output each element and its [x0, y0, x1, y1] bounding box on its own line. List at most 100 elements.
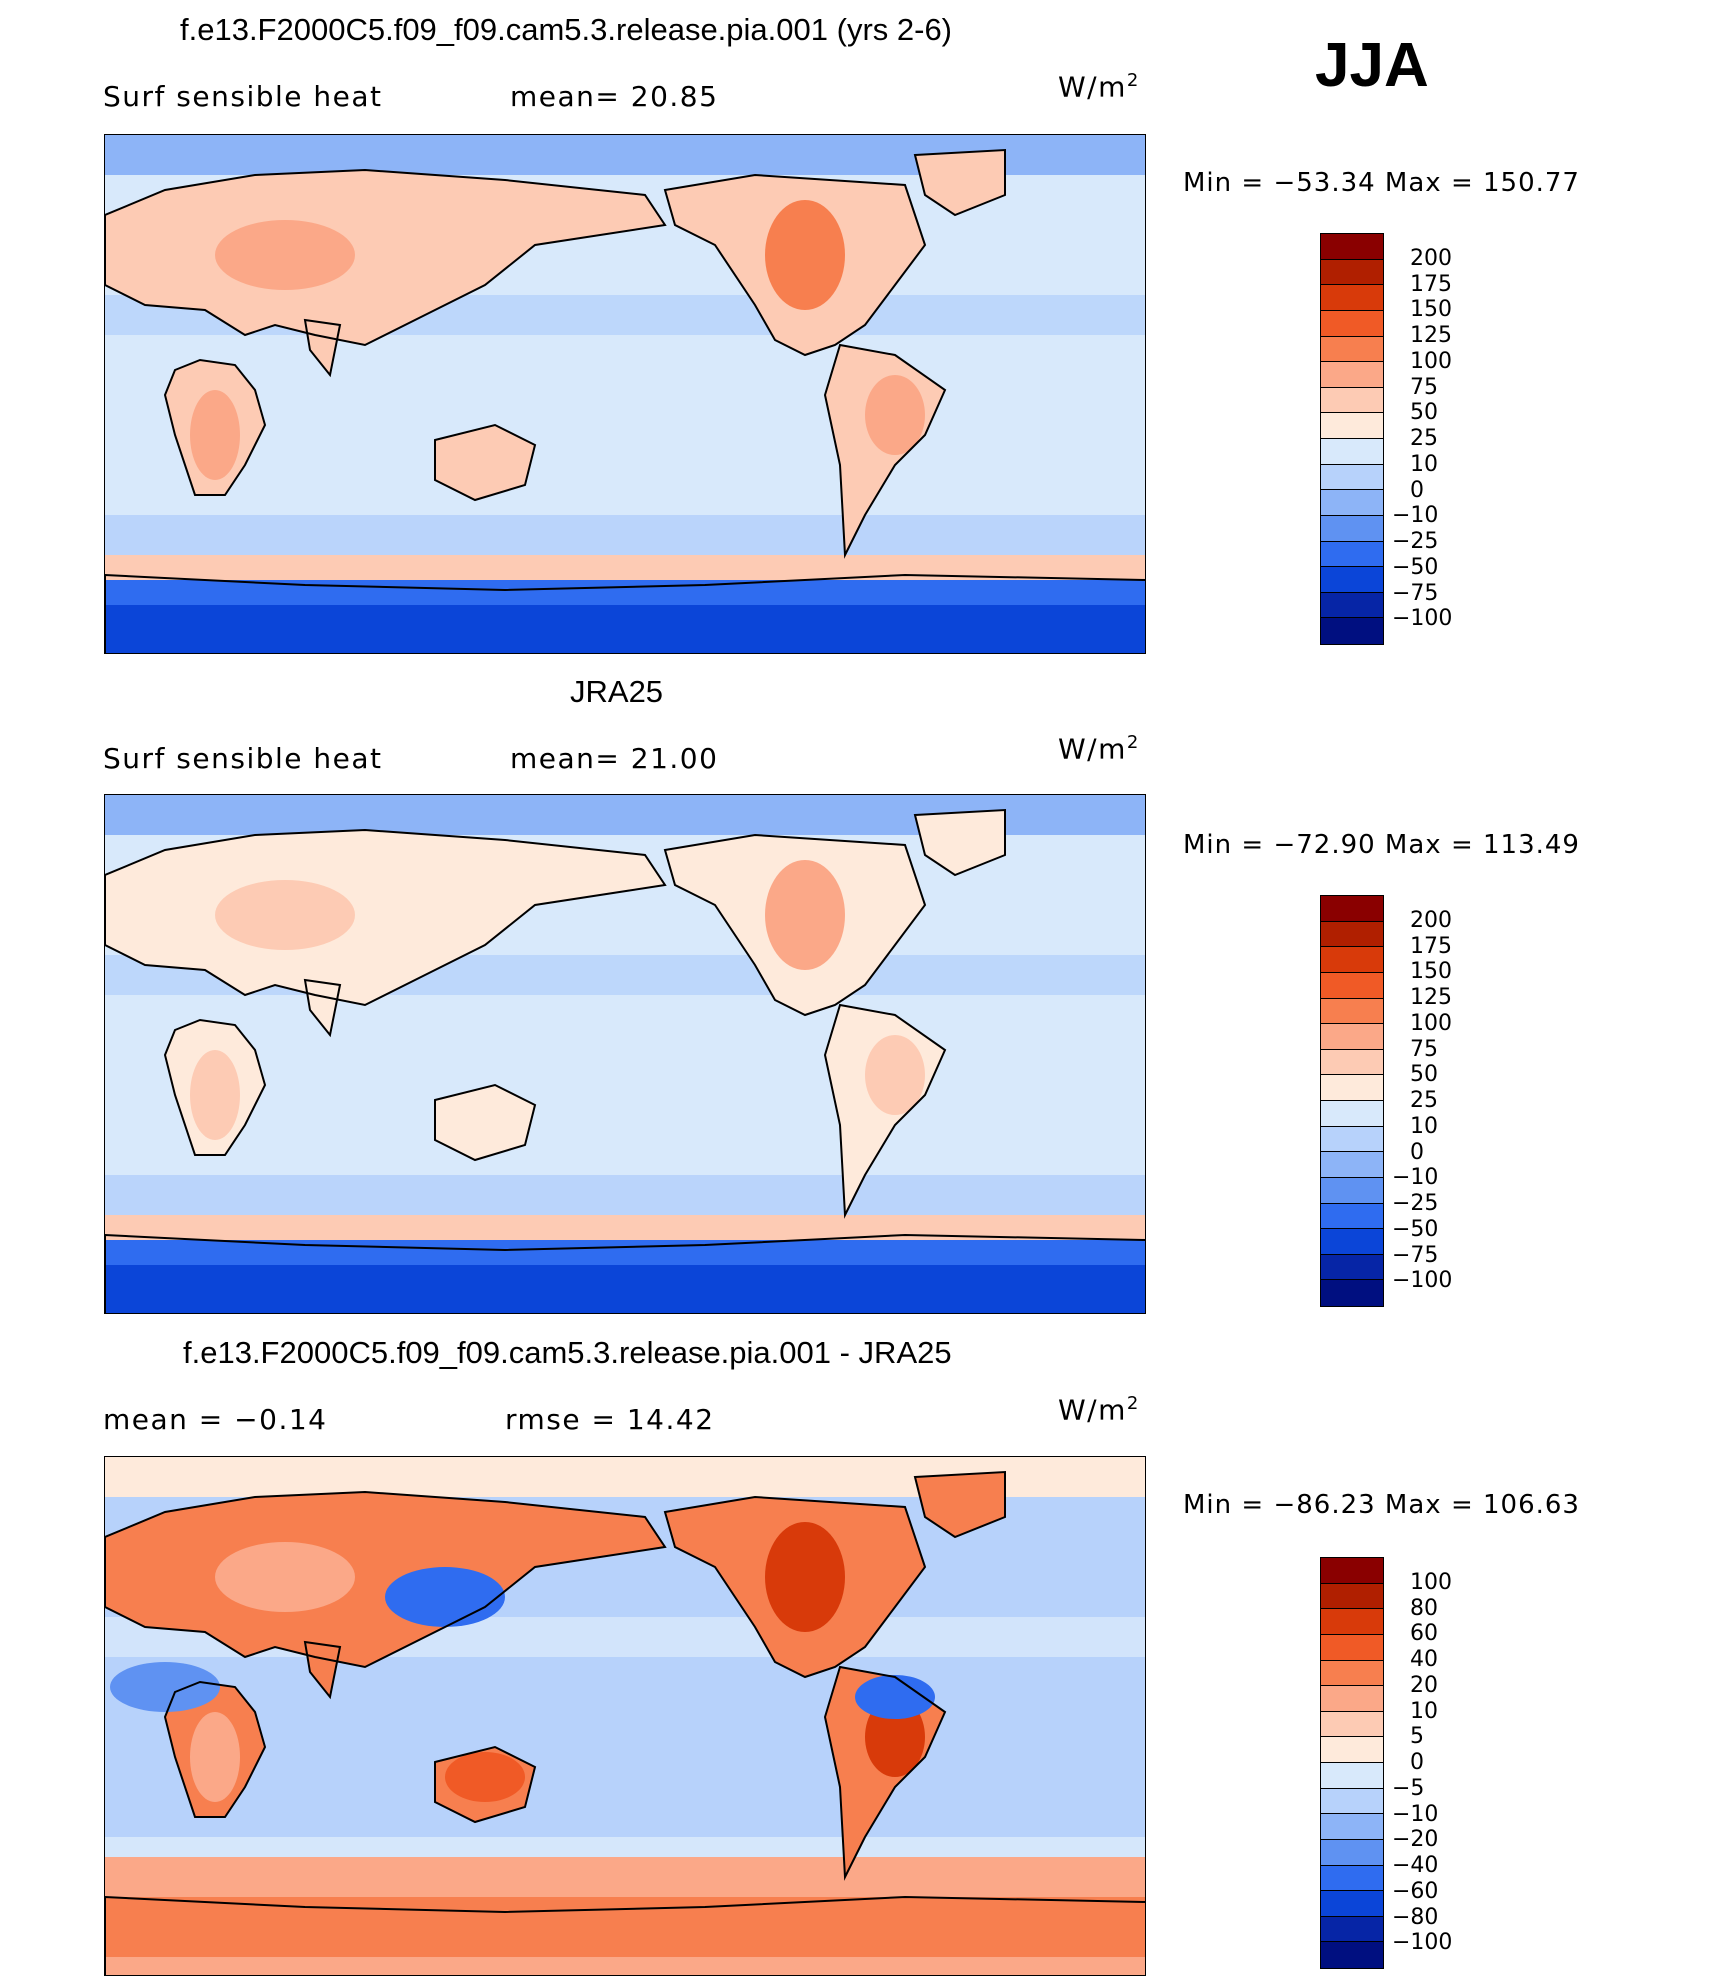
season-label: JJA [1315, 31, 1429, 100]
land-anomaly [865, 1035, 925, 1115]
antarctic-field [105, 605, 1145, 653]
colorbar-tick-label: 10 [1410, 1113, 1438, 1139]
mean-value: mean = −0.14 [103, 1403, 328, 1436]
land-anomaly [865, 375, 925, 455]
land-anomaly [855, 1675, 935, 1719]
colorbar-tick-label: 10 [1410, 1698, 1438, 1724]
coastline-africa [163, 358, 267, 496]
colorbar-tick-label: 80 [1410, 1595, 1438, 1621]
coastline-australia [434, 1083, 537, 1162]
colorbar-swatch [1321, 234, 1383, 260]
colorbar-swatch [1321, 1916, 1383, 1943]
colorbar-swatch [1321, 1660, 1383, 1687]
coastline-eurasia [105, 1490, 667, 1669]
colorbar-tick-label: −50 [1392, 554, 1439, 580]
min-max-label: Min = −53.34 Max = 150.77 [1183, 168, 1580, 198]
coastline-samerica [823, 343, 947, 559]
land-anomaly [190, 1050, 240, 1140]
ocean-anomaly [110, 1662, 220, 1712]
coastline-africa [163, 1680, 267, 1818]
map-field [105, 795, 1145, 1313]
colorbar-swatch [1321, 1177, 1383, 1204]
colorbar-swatch [1321, 921, 1383, 948]
colorbar-swatch [1321, 1763, 1383, 1789]
colorbar-tick-label: 175 [1410, 933, 1452, 959]
coastline-namerica [663, 173, 927, 357]
colorbar-tick-label: 10 [1410, 451, 1438, 477]
colorbar-tick-label: −100 [1392, 1930, 1453, 1956]
mean-value: mean= 21.00 [510, 742, 719, 775]
colorbar-tick-label: −25 [1392, 529, 1439, 554]
map-diff [104, 1456, 1146, 1976]
colorbar-tick-label: 50 [1410, 400, 1438, 426]
colorbar-swatch [1321, 947, 1383, 973]
colorbar-tick-label: 100 [1410, 348, 1452, 374]
colorbar-swatch [1321, 387, 1383, 414]
min-max-label: Min = −86.23 Max = 106.63 [1183, 1490, 1580, 1520]
land-australia [435, 425, 535, 500]
coastline-greenland [913, 148, 1006, 217]
colorbar-swatch [1321, 1942, 1383, 1968]
colorbar-tick-label: 200 [1410, 907, 1452, 933]
colorbar-swatch [1321, 618, 1383, 644]
land-greenland [915, 150, 1005, 215]
ocean-band [105, 1175, 1145, 1220]
colorbar-swatch [1321, 998, 1383, 1025]
colorbar-swatch [1321, 1711, 1383, 1738]
colorbar-swatch [1321, 1634, 1383, 1661]
map-field [105, 1457, 1145, 1975]
colorbar-swatch [1321, 1891, 1383, 1917]
colorbar-swatch [1321, 1839, 1383, 1866]
colorbar-tick-label: −40 [1392, 1853, 1439, 1878]
colorbar-swatch [1321, 1583, 1383, 1610]
colorbar-tick-label: 25 [1410, 426, 1438, 451]
colorbar-swatch [1321, 1229, 1383, 1255]
coastline-antarctica [105, 1895, 1145, 1975]
colorbar-swatch [1321, 285, 1383, 311]
colorbar-tick-label: 0 [1410, 1139, 1424, 1165]
colorbar-tick-label: 125 [1410, 323, 1452, 348]
colorbar-swatch [1321, 567, 1383, 593]
colorbar-swatch [1321, 541, 1383, 568]
colorbar-tick-label: −50 [1392, 1216, 1439, 1242]
colorbar-swatch [1321, 362, 1383, 388]
ocean-band [105, 515, 1145, 560]
colorbar-swatch [1321, 592, 1383, 619]
coastline-australia [434, 1745, 537, 1824]
colorbar-tick-label: −25 [1392, 1191, 1439, 1216]
colorbar-swatch [1321, 310, 1383, 337]
antarctic-field [105, 1265, 1145, 1313]
colorbar-swatch [1321, 515, 1383, 542]
units-label: W/m2 [1058, 1393, 1140, 1427]
colorbar-tick-label: 100 [1410, 1010, 1452, 1036]
mean-value: mean= 20.85 [510, 80, 719, 113]
colorbar-tick-label: 25 [1410, 1088, 1438, 1113]
colorbar-tick-label: 175 [1410, 271, 1452, 297]
colorbar-tick-label: −10 [1392, 1165, 1439, 1191]
coastline-india [303, 978, 342, 1038]
land-anomaly [215, 220, 355, 290]
colorbar-swatch [1321, 1737, 1383, 1763]
colorbar-swatch [1321, 1152, 1383, 1178]
colorbar-tick-label: 200 [1410, 245, 1452, 271]
coastline-eurasia [105, 168, 667, 347]
coastline-antarctica [105, 1233, 1145, 1313]
colorbar-swatch [1321, 413, 1383, 439]
units-label: W/m2 [1058, 70, 1140, 104]
colorbar-swatch [1321, 1609, 1383, 1635]
colorbar-swatch [1321, 1101, 1383, 1127]
colorbar-tick-label: 40 [1410, 1647, 1438, 1672]
land-greenland [915, 1472, 1005, 1537]
colorbar-tick-label: 100 [1410, 1569, 1452, 1595]
colorbar-tick-label: 5 [1410, 1724, 1424, 1750]
southern-ocean-band [105, 1897, 1145, 1957]
colorbar-tick-label: 0 [1410, 477, 1424, 503]
colorbar-swatch [1321, 1814, 1383, 1840]
colorbar-tick-label: −75 [1392, 1242, 1439, 1268]
panel-title: f.e13.F2000C5.f09_f09.cam5.3.release.pia… [183, 1335, 952, 1370]
colorbar-swatch [1321, 336, 1383, 363]
colorbar-tick-label: 125 [1410, 985, 1452, 1010]
colorbar-tick-label: 150 [1410, 959, 1452, 985]
colorbar-swatch [1321, 1075, 1383, 1101]
colorbar-swatch [1321, 1865, 1383, 1892]
